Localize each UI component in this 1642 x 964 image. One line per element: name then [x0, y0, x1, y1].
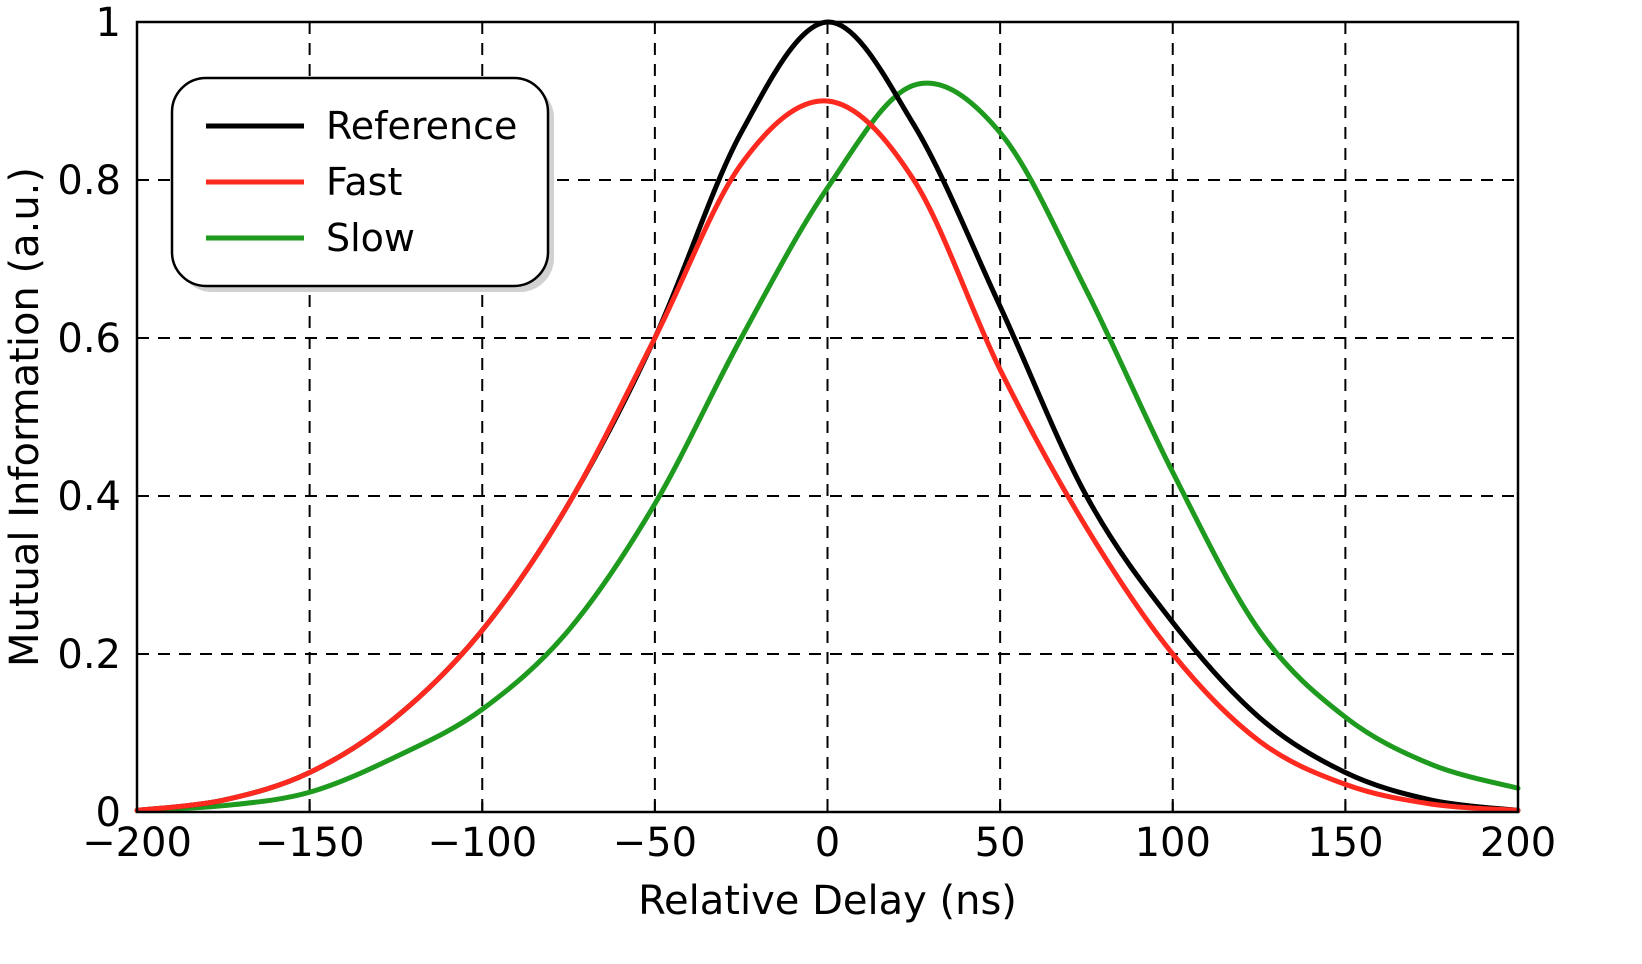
y-axis-title: Mutual Information (a.u.) — [2, 167, 48, 667]
x-tick-label: 0 — [815, 820, 840, 866]
y-tick-label: 1 — [96, 0, 121, 46]
legend-label-reference: Reference — [326, 104, 517, 148]
y-tick-label: 0.2 — [57, 632, 121, 678]
x-tick-label: 200 — [1480, 820, 1556, 866]
x-tick-label: −100 — [427, 820, 537, 866]
legend: Reference Fast Slow — [170, 76, 554, 292]
series-line-fast — [134, 98, 1521, 813]
x-tick-label: −150 — [255, 820, 365, 866]
x-tick-label: −200 — [82, 820, 192, 866]
x-tick-label: −50 — [613, 820, 697, 866]
x-tick-label: 50 — [975, 820, 1026, 866]
x-tick-label: 150 — [1307, 820, 1383, 866]
x-axis-title: Relative Delay (ns) — [638, 878, 1017, 924]
y-tick-label: 0.8 — [57, 158, 121, 204]
series-line-slow — [134, 80, 1521, 813]
y-axis: 0 0.2 0.4 0.6 0.8 1 — [57, 0, 147, 836]
y-tick-label: 0.4 — [57, 474, 121, 520]
y-tick-label: 0 — [96, 790, 121, 836]
legend-box — [170, 76, 550, 288]
legend-label-fast: Fast — [326, 160, 402, 204]
legend-label-slow: Slow — [326, 216, 415, 260]
x-tick-label: 100 — [1135, 820, 1211, 866]
x-axis: −200 −150 −100 −50 0 50 100 150 200 — [82, 802, 1556, 866]
y-tick-label: 0.6 — [57, 316, 121, 362]
